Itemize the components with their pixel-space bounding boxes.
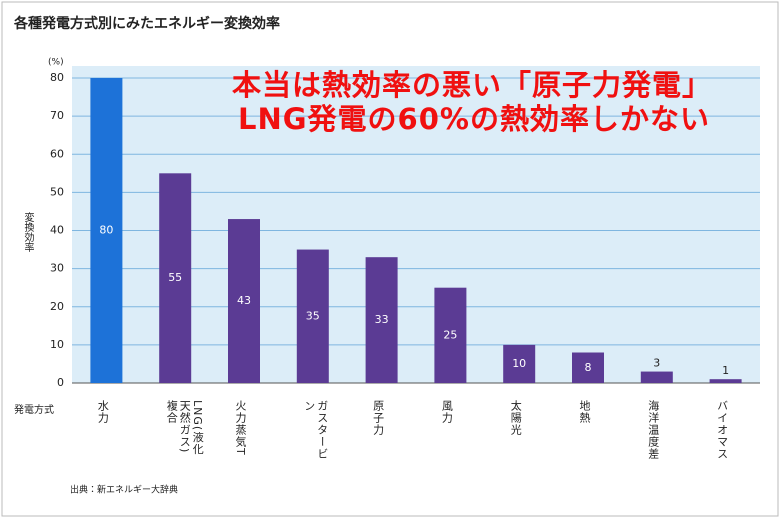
y-tick-label: 30 <box>50 262 64 275</box>
value-label: 10 <box>512 357 526 370</box>
x-tick-label: 原子力 <box>371 400 385 436</box>
x-tick-label: 太陽光 <box>509 400 523 436</box>
value-label: 35 <box>306 309 320 322</box>
chart-title: 各種発電方式別にみたエネルギー変換効率 <box>13 15 280 32</box>
bar <box>365 257 398 383</box>
y-axis-label: 変換効率 <box>22 211 34 253</box>
bar <box>503 344 536 383</box>
x-tick-label: 水力 <box>96 400 110 424</box>
x-tick-label: バイオマス <box>715 400 729 460</box>
value-label: 3 <box>653 357 660 370</box>
bar <box>228 219 260 383</box>
bar <box>90 78 123 383</box>
value-label: 25 <box>443 328 457 341</box>
value-label: 80 <box>99 224 113 237</box>
bar <box>572 352 604 383</box>
x-axis-label: 発電方式 <box>14 403 54 416</box>
bar <box>640 371 673 383</box>
y-unit: (%) <box>48 58 64 68</box>
annotation: 本当は熱効率の悪い「原子力発電」 <box>232 68 713 102</box>
bar <box>296 249 329 383</box>
x-tick-label: ガスタービン <box>302 400 329 460</box>
x-tick-label: 海洋温度差 <box>646 400 660 460</box>
x-tick-label: LNG(液化天然ガス)複合 <box>165 400 205 456</box>
x-tick-label: 風力 <box>440 400 454 424</box>
annotation: LNG発電の60%の熱効率しかない <box>238 102 710 136</box>
y-tick-label: 60 <box>50 147 64 160</box>
y-tick-label: 80 <box>50 71 64 84</box>
y-tick-label: 10 <box>50 338 64 351</box>
y-tick-label: 50 <box>50 185 64 198</box>
value-label: 8 <box>585 361 592 374</box>
value-label: 1 <box>722 364 729 377</box>
y-tick-label: 40 <box>50 224 64 237</box>
y-tick-label: 0 <box>57 376 64 389</box>
bar <box>159 173 192 383</box>
value-label: 33 <box>375 313 389 326</box>
source: 出典：新エネルギー大辞典 <box>70 484 178 496</box>
y-tick-label: 20 <box>50 300 64 313</box>
x-tick-label: 火力蒸気T <box>234 400 247 456</box>
y-tick-label: 70 <box>50 109 64 122</box>
value-label: 55 <box>168 271 182 284</box>
x-tick-label: 地熱 <box>578 400 591 424</box>
bar <box>709 379 742 383</box>
bar <box>434 287 467 383</box>
value-label: 43 <box>237 294 251 307</box>
